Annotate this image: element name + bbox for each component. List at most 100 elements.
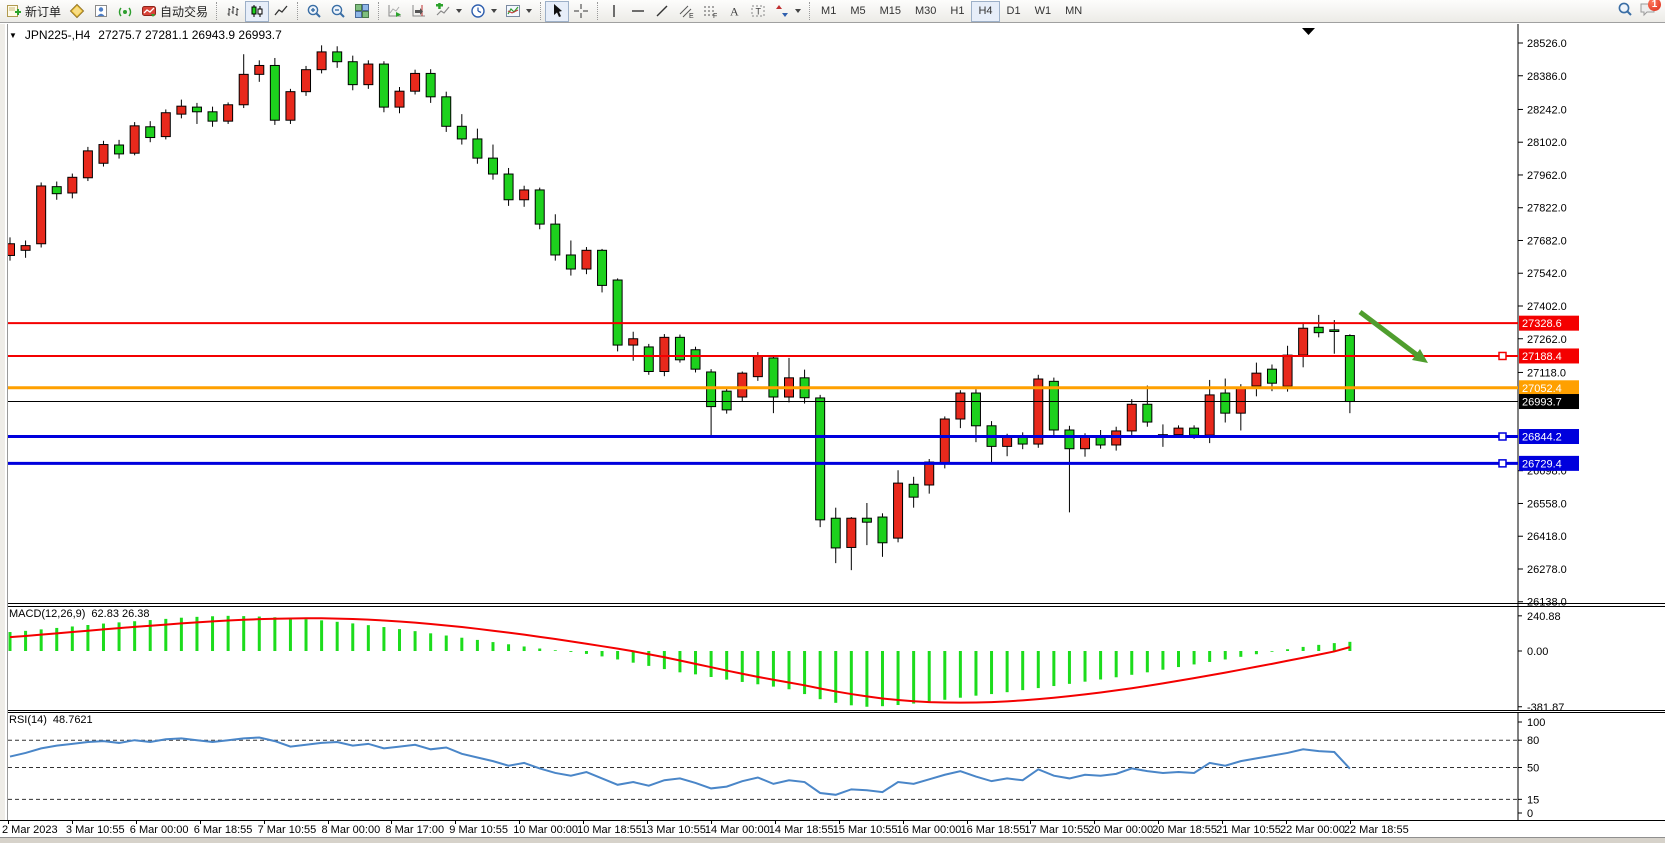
signal-button[interactable] — [113, 1, 137, 22]
indicators-button[interactable] — [431, 1, 466, 22]
fibonacci-icon: F — [702, 3, 718, 19]
symbol-dropdown-icon[interactable]: ▼ — [9, 30, 17, 40]
time-axis-label: 10 Mar 18:55 — [577, 824, 642, 836]
channel-tool-button[interactable]: E — [674, 1, 698, 22]
text-icon: A — [726, 3, 742, 19]
svg-text:15: 15 — [1527, 794, 1539, 806]
price-pane[interactable]: 28526.0 28386.0 28242.0 28102.0 27962.0 27822… — [0, 24, 1665, 606]
time-axis[interactable]: 2 Mar 2023 3 Mar 10:55 6 Mar 00:00 6 Mar 18… — [0, 820, 1665, 837]
time-axis-label: 6 Mar 00:00 — [129, 824, 189, 836]
equidistant-channel-icon: E — [678, 3, 694, 19]
svg-text:28242.0: 28242.0 — [1527, 104, 1567, 116]
price-axis[interactable]: 28526.0 28386.0 28242.0 28102.0 27962.0 27822… — [1518, 38, 1567, 606]
time-axis-label: 15 Mar 10:55 — [832, 824, 898, 836]
horizontal-lines-layer[interactable]: 27328.6 27188.4 27052.4 26993.7 26844.2 26729… — [8, 315, 1579, 471]
time-axis-label: 14 Mar 18:55 — [768, 824, 834, 836]
time-axis-label: 17 Mar 10:55 — [1024, 824, 1090, 836]
zoom-in-button[interactable] — [302, 1, 326, 22]
rsi-pane[interactable]: 100 80 50 15 0 — [0, 712, 1665, 820]
timeframe-h4-button[interactable]: H4 — [971, 0, 1000, 22]
svg-text:27118.0: 27118.0 — [1527, 367, 1566, 379]
timeframe-mn-button[interactable]: MN — [1058, 1, 1089, 22]
toolbar: 新订单 自动交易 E F A T M1 — [0, 0, 1665, 23]
chart-shift-button[interactable] — [407, 1, 431, 22]
pane-separator[interactable] — [0, 606, 1665, 607]
svg-text:26729.4: 26729.4 — [1522, 458, 1562, 470]
clock-icon — [470, 3, 486, 19]
trend-arrow-annotation[interactable] — [1358, 310, 1428, 363]
timeframe-m15-button[interactable]: M15 — [873, 1, 908, 22]
crosshair-tool-button[interactable] — [569, 1, 593, 22]
new-order-button[interactable]: 新订单 — [2, 1, 65, 22]
status-strip — [0, 837, 1665, 843]
pane-separator[interactable] — [0, 712, 1665, 713]
templates-button[interactable] — [501, 1, 536, 22]
time-axis-label: 16 Mar 00:00 — [896, 824, 962, 836]
auto-scroll-button[interactable] — [383, 1, 407, 22]
timeframe-m1-button[interactable]: M1 — [814, 1, 843, 22]
svg-text:27822.0: 27822.0 — [1527, 203, 1567, 215]
indicators-icon — [435, 3, 451, 19]
macd-histogram — [8, 615, 1352, 707]
time-axis-tick — [135, 821, 137, 824]
text-label-tool-button[interactable]: T — [746, 1, 770, 22]
data-window-icon — [93, 3, 109, 19]
macd-pane[interactable]: 240.88 0.00 -381.87 — [0, 606, 1665, 710]
bar-chart-button[interactable] — [221, 1, 245, 22]
zoom-in-icon — [306, 3, 322, 19]
rsi-label: RSI(14) 48.7621 — [9, 714, 93, 726]
market-watch-icon — [69, 3, 85, 19]
time-axis-label: 10 Mar 00:00 — [513, 824, 579, 836]
vertical-line-tool-button[interactable] — [602, 1, 626, 22]
bar-chart-icon — [225, 3, 241, 19]
svg-text:80: 80 — [1527, 735, 1539, 747]
chart-title: ▼ JPN225-,H4 27275.7 27281.1 26943.9 269… — [9, 28, 282, 42]
cursor-tool-button[interactable] — [545, 0, 570, 22]
vertical-line-icon — [606, 3, 622, 19]
time-axis-tick — [838, 821, 840, 824]
autotrading-button[interactable]: 自动交易 — [137, 1, 212, 22]
timeframe-m30-button[interactable]: M30 — [908, 1, 943, 22]
time-axis-label: 21 Mar 10:55 — [1216, 824, 1281, 836]
cursor-icon — [549, 3, 565, 19]
svg-text:50: 50 — [1527, 763, 1539, 775]
fibonacci-tool-button[interactable]: F — [698, 1, 722, 22]
chart-symbol-period: JPN225-,H4 — [24, 28, 91, 42]
svg-text:28102.0: 28102.0 — [1527, 137, 1567, 149]
svg-text:0: 0 — [1527, 808, 1533, 820]
macd-name: MACD(12,26,9) — [9, 608, 86, 620]
periods-button[interactable] — [466, 1, 501, 22]
rsi-axis[interactable]: 100 80 50 15 0 — [1518, 717, 1545, 820]
line-chart-button[interactable] — [269, 1, 293, 22]
arrows-tool-button[interactable] — [770, 1, 805, 22]
time-axis-label: 20 Mar 18:55 — [1152, 824, 1218, 836]
candlestick-chart-button[interactable] — [245, 0, 270, 22]
macd-signal-line — [9, 617, 1351, 704]
pane-separator[interactable] — [0, 603, 1665, 604]
time-axis-label: 2 Mar 2023 — [2, 824, 58, 836]
autotrading-icon — [141, 3, 157, 19]
timeframe-m5-button[interactable]: M5 — [843, 1, 872, 22]
trendline-tool-button[interactable] — [650, 1, 674, 22]
timeframe-d1-button[interactable]: D1 — [1000, 1, 1028, 22]
data-window-button[interactable] — [89, 1, 113, 22]
svg-text:27402.0: 27402.0 — [1527, 301, 1567, 313]
chart-window: 28526.0 28386.0 28242.0 28102.0 27962.0 27822… — [0, 24, 1665, 843]
tile-windows-button[interactable] — [350, 1, 374, 22]
timeframe-h1-button[interactable]: H1 — [943, 1, 971, 22]
macd-label: MACD(12,26,9) 62.83 26.38 — [9, 608, 150, 620]
time-axis-tick — [71, 821, 73, 824]
svg-text:28526.0: 28526.0 — [1527, 38, 1567, 50]
search-icon[interactable] — [1617, 1, 1633, 22]
rsi-name: RSI(14) — [9, 714, 47, 726]
timeframe-w1-button[interactable]: W1 — [1028, 1, 1059, 22]
pane-separator[interactable] — [0, 710, 1665, 711]
horizontal-line-tool-button[interactable] — [626, 1, 650, 22]
macd-axis[interactable]: 240.88 0.00 -381.87 — [1518, 611, 1564, 710]
text-tool-button[interactable]: A — [722, 1, 746, 22]
candlestick-layer — [5, 45, 1355, 571]
market-watch-button[interactable] — [65, 1, 89, 22]
notifications-button[interactable]: 1 — [1639, 0, 1661, 22]
zoom-out-button[interactable] — [326, 1, 350, 22]
time-axis-tick — [583, 821, 585, 824]
